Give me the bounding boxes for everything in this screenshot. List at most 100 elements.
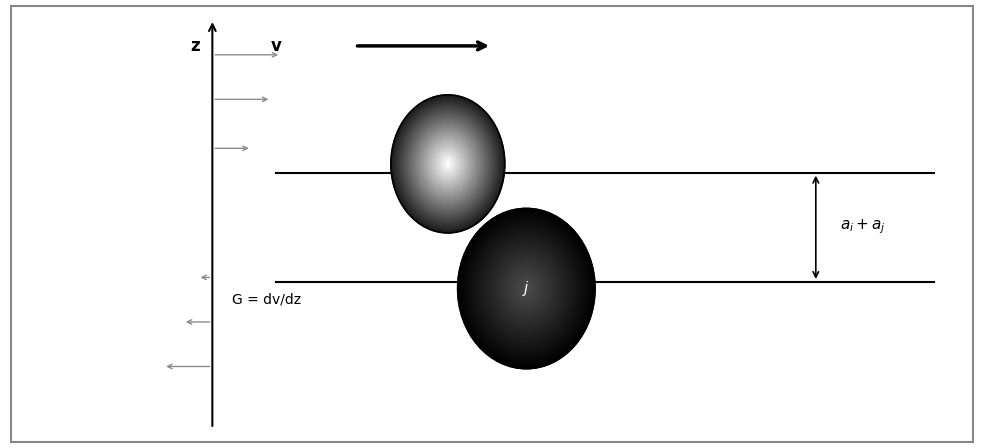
Ellipse shape (402, 109, 493, 219)
Ellipse shape (400, 105, 496, 223)
Ellipse shape (478, 233, 575, 345)
Ellipse shape (507, 266, 546, 311)
Ellipse shape (397, 102, 499, 226)
Ellipse shape (423, 134, 472, 194)
Ellipse shape (393, 97, 503, 231)
Text: G = dv/dz: G = dv/dz (232, 293, 301, 307)
Ellipse shape (483, 238, 570, 339)
Ellipse shape (471, 224, 582, 353)
Ellipse shape (431, 143, 464, 185)
Ellipse shape (425, 136, 470, 191)
Ellipse shape (509, 268, 543, 309)
Ellipse shape (420, 130, 475, 197)
Ellipse shape (484, 239, 569, 338)
Ellipse shape (414, 124, 481, 204)
Ellipse shape (416, 126, 479, 202)
Ellipse shape (487, 243, 565, 334)
Ellipse shape (406, 113, 490, 215)
Ellipse shape (475, 228, 578, 349)
Ellipse shape (437, 150, 460, 178)
Ellipse shape (395, 99, 501, 228)
Ellipse shape (479, 234, 574, 343)
Ellipse shape (461, 212, 591, 365)
Ellipse shape (440, 155, 456, 173)
Ellipse shape (409, 117, 487, 211)
Ellipse shape (492, 249, 561, 329)
Ellipse shape (411, 120, 484, 207)
Ellipse shape (429, 141, 466, 187)
Ellipse shape (466, 219, 585, 358)
Text: z: z (190, 37, 200, 55)
Text: j: j (524, 281, 528, 296)
Ellipse shape (463, 215, 589, 362)
Ellipse shape (480, 235, 572, 342)
Ellipse shape (498, 255, 555, 322)
Ellipse shape (513, 272, 540, 305)
Ellipse shape (400, 106, 495, 221)
Ellipse shape (493, 250, 560, 327)
Ellipse shape (468, 220, 584, 357)
Ellipse shape (505, 263, 548, 314)
Ellipse shape (428, 140, 467, 188)
Ellipse shape (521, 282, 532, 295)
Ellipse shape (482, 237, 571, 340)
Ellipse shape (504, 262, 549, 315)
Ellipse shape (444, 159, 452, 168)
Ellipse shape (520, 280, 533, 297)
Ellipse shape (458, 208, 595, 369)
Ellipse shape (491, 247, 562, 330)
Ellipse shape (446, 162, 450, 166)
Ellipse shape (441, 156, 455, 172)
Ellipse shape (485, 241, 568, 336)
Ellipse shape (419, 129, 476, 198)
Ellipse shape (495, 253, 557, 325)
Ellipse shape (499, 257, 554, 321)
Ellipse shape (462, 214, 590, 363)
Ellipse shape (415, 125, 480, 203)
Ellipse shape (439, 154, 457, 174)
Text: $a_i + a_j$: $a_i + a_j$ (840, 217, 887, 236)
Ellipse shape (519, 279, 534, 298)
Ellipse shape (494, 251, 558, 326)
Ellipse shape (500, 258, 553, 319)
Ellipse shape (394, 99, 502, 229)
Ellipse shape (422, 133, 473, 195)
Ellipse shape (401, 108, 494, 220)
Ellipse shape (412, 121, 483, 207)
Ellipse shape (524, 286, 528, 291)
Ellipse shape (522, 283, 531, 294)
Ellipse shape (411, 119, 485, 209)
Ellipse shape (465, 218, 587, 359)
Ellipse shape (438, 151, 459, 177)
Ellipse shape (430, 142, 465, 186)
Ellipse shape (405, 112, 491, 215)
Ellipse shape (418, 128, 477, 199)
Ellipse shape (408, 116, 488, 212)
Ellipse shape (497, 254, 556, 323)
Ellipse shape (477, 231, 576, 346)
Ellipse shape (404, 111, 491, 217)
Ellipse shape (512, 271, 541, 306)
Ellipse shape (508, 267, 545, 310)
Ellipse shape (432, 144, 464, 183)
Ellipse shape (398, 103, 498, 225)
Ellipse shape (476, 230, 577, 347)
Ellipse shape (413, 122, 482, 205)
Ellipse shape (392, 96, 504, 232)
Ellipse shape (403, 110, 492, 218)
Ellipse shape (459, 210, 594, 367)
Text: i: i (446, 156, 450, 172)
Text: v: v (271, 37, 281, 55)
Ellipse shape (525, 287, 527, 290)
Ellipse shape (417, 127, 478, 201)
Ellipse shape (511, 270, 542, 307)
Ellipse shape (435, 148, 461, 180)
Ellipse shape (501, 259, 551, 318)
Ellipse shape (427, 138, 468, 189)
Ellipse shape (424, 135, 471, 193)
Ellipse shape (438, 152, 458, 176)
Ellipse shape (447, 163, 449, 165)
Ellipse shape (433, 146, 463, 182)
Ellipse shape (460, 211, 592, 366)
Ellipse shape (391, 95, 505, 233)
